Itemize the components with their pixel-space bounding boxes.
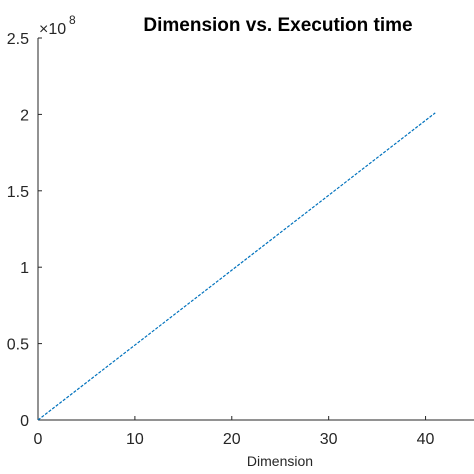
series-layer: [37, 112, 436, 421]
x-tick-label: 30: [320, 431, 338, 448]
x-tick-label: 40: [417, 431, 435, 448]
y-tick-label: 1: [20, 260, 29, 277]
series-line-0: [37, 112, 436, 421]
y-tick-label: 2: [20, 107, 29, 124]
y-tick-label: 0: [20, 413, 29, 430]
x-tick-label: 10: [126, 431, 144, 448]
y-tick-label: 0.5: [7, 337, 29, 354]
x-ticks: 0 10 20 30 40: [34, 416, 435, 448]
plot-area: [37, 38, 474, 421]
x-axis-label: Dimension: [247, 453, 313, 469]
y-axis-exponent: ×10 8: [39, 13, 76, 38]
y-exponent-power: 8: [69, 13, 76, 27]
x-tick-label: 20: [223, 431, 241, 448]
y-ticks: 0 0.5 1 1.5 2 2.5: [7, 31, 42, 430]
y-tick-label: 1.5: [7, 184, 29, 201]
x-tick-label: 0: [34, 431, 43, 448]
y-tick-label: 2.5: [7, 31, 29, 48]
y-exponent-base: ×10: [39, 21, 66, 38]
chart-title: Dimension vs. Execution time: [143, 15, 412, 36]
